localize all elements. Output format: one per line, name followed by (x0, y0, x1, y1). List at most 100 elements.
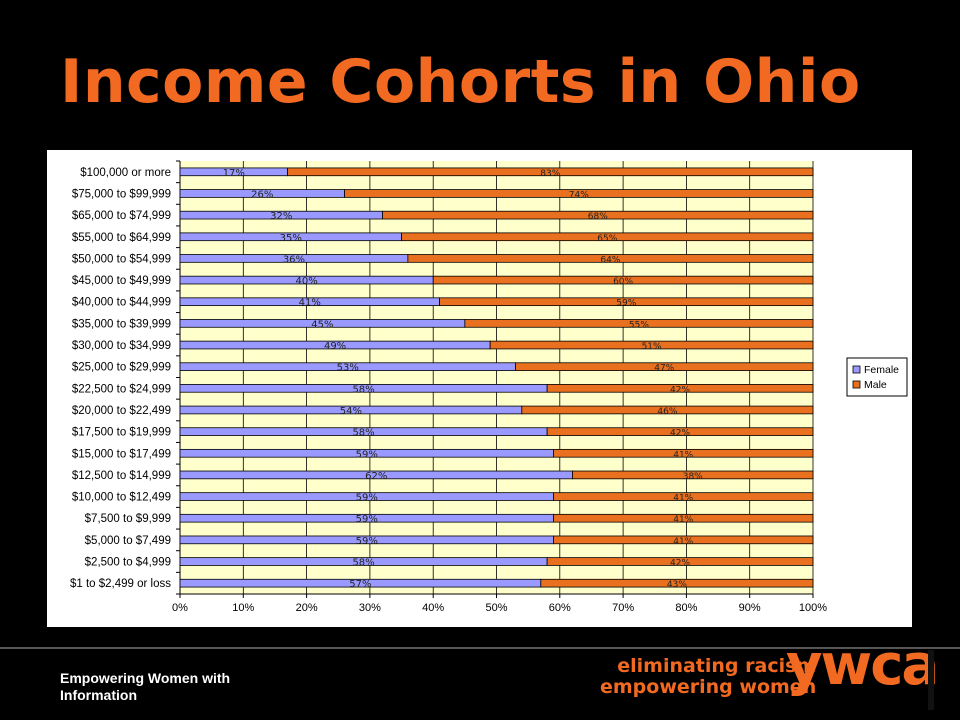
y-tick-label: $65,000 to $74,999 (72, 210, 171, 222)
bar-male (572, 470, 814, 480)
y-tick-label: $75,000 to $99,999 (72, 188, 171, 200)
data-label-female: 40% (295, 276, 317, 287)
page-title: Income Cohorts in Ohio (60, 47, 861, 117)
data-label-male: 42% (670, 559, 690, 569)
bar-male (553, 513, 814, 523)
legend-box (846, 357, 908, 397)
legend-swatch-male (852, 380, 861, 389)
data-label-female: 57% (349, 579, 371, 590)
bar-male (439, 297, 814, 307)
legend-swatch-female (852, 365, 861, 374)
data-label-male: 41% (673, 515, 693, 525)
data-label-female: 26% (251, 189, 273, 200)
data-label-female: 54% (340, 406, 362, 417)
data-label-female: 53% (337, 363, 359, 374)
data-label-male: 43% (667, 580, 687, 590)
bar-male (553, 535, 814, 545)
bar-male (546, 427, 814, 436)
data-label-female: 58% (352, 384, 374, 395)
data-label-male: 64% (600, 255, 620, 265)
bar-male (287, 167, 814, 177)
y-tick-label: $7,500 to $9,999 (85, 513, 171, 525)
x-tick-label: 90% (739, 602, 761, 614)
data-label-male: 47% (654, 364, 674, 374)
data-label-female: 45% (311, 319, 333, 330)
data-label-male: 68% (588, 212, 608, 222)
data-label-female: 49% (324, 341, 346, 352)
data-label-male: 38% (683, 472, 703, 482)
data-label-male: 46% (657, 407, 677, 417)
x-tick-label: 40% (422, 602, 444, 614)
y-tick-label: $1 to $2,499 or loss (70, 578, 171, 590)
data-label-male: 51% (642, 342, 662, 352)
bar-male (546, 557, 814, 566)
data-label-male: 65% (597, 234, 617, 244)
bar-male (515, 362, 814, 371)
bar-male (489, 340, 814, 350)
data-label-male: 41% (673, 450, 693, 460)
bar-male (540, 578, 814, 588)
data-label-male: 74% (569, 190, 589, 200)
y-tick-label: $10,000 to $12,499 (72, 492, 171, 504)
data-label-female: 17% (223, 168, 245, 179)
bar-male (401, 232, 814, 242)
bar-male (382, 210, 814, 220)
stacked-bar-chart: 0% 10% 20% 30% 40% 50% 60% 70% 80% 90% 100% $100,00… (70, 160, 908, 614)
chart-panel: 0% 10% 20% 30% 40% 50% 60% 70% 80% 90% 100% $100,00… (47, 150, 912, 627)
tagline-line-1: eliminating racism (617, 655, 817, 677)
bar-male (521, 405, 814, 415)
y-tick-label: $12,500 to $14,999 (72, 470, 171, 482)
data-label-male: 41% (673, 537, 693, 547)
y-tick-label: $55,000 to $64,999 (72, 232, 171, 244)
x-tick-label: 100% (799, 602, 827, 614)
data-label-male: 55% (629, 320, 649, 330)
x-tick-label: 80% (675, 602, 697, 614)
x-tick-label: 20% (296, 602, 318, 614)
y-tick-label: $15,000 to $17,499 (72, 448, 171, 460)
data-label-female: 36% (283, 254, 305, 265)
y-tick-label: $40,000 to $44,999 (72, 297, 171, 309)
y-tick-label: $50,000 to $54,999 (72, 253, 171, 265)
data-label-female: 59% (356, 449, 378, 460)
bar-male (407, 254, 814, 263)
tagline: eliminating racism empowering women (600, 656, 816, 698)
y-tick-label: $45,000 to $49,999 (72, 275, 171, 287)
data-label-male: 42% (670, 429, 690, 439)
bar-male (464, 319, 814, 328)
x-tick-label: 70% (612, 602, 634, 614)
edge-bar (928, 650, 934, 710)
y-tick-label: $100,000 or more (80, 167, 171, 179)
data-label-female: 32% (270, 211, 292, 222)
data-label-female: 35% (280, 233, 302, 244)
bar-male (546, 384, 814, 393)
data-label-female: 59% (356, 493, 378, 504)
bar-male (553, 492, 814, 501)
data-label-female: 41% (299, 298, 321, 309)
legend-label-male: Male (864, 379, 887, 391)
legend-label-female: Female (864, 364, 899, 376)
y-tick-label: $30,000 to $34,999 (72, 340, 171, 352)
bar-male (432, 275, 814, 285)
brand-logo: ywca (786, 633, 939, 698)
x-tick-label: 10% (232, 602, 254, 614)
y-tick-label: $17,500 to $19,999 (72, 427, 171, 439)
data-label-male: 83% (540, 169, 560, 179)
y-tick-label: $2,500 to $4,999 (85, 557, 171, 569)
data-label-female: 58% (352, 428, 374, 439)
x-tick-label: 50% (485, 602, 507, 614)
data-label-male: 60% (613, 277, 633, 287)
x-tick-label: 60% (549, 602, 571, 614)
y-tick-label: $5,000 to $7,499 (85, 535, 171, 547)
data-label-female: 58% (352, 558, 374, 569)
bar-male (553, 448, 814, 458)
y-tick-label: $25,000 to $29,999 (72, 362, 171, 374)
y-tick-label: $22,500 to $24,999 (72, 383, 171, 395)
footer-divider (0, 647, 960, 649)
tagline-line-2: empowering women (600, 676, 817, 698)
data-label-male: 59% (616, 299, 636, 309)
x-tick-label: 30% (359, 602, 381, 614)
y-tick-label: $35,000 to $39,999 (72, 318, 171, 330)
data-label-male: 42% (670, 385, 690, 395)
footer-text: Empowering Women with Information (60, 670, 231, 703)
bar-male (344, 189, 814, 198)
